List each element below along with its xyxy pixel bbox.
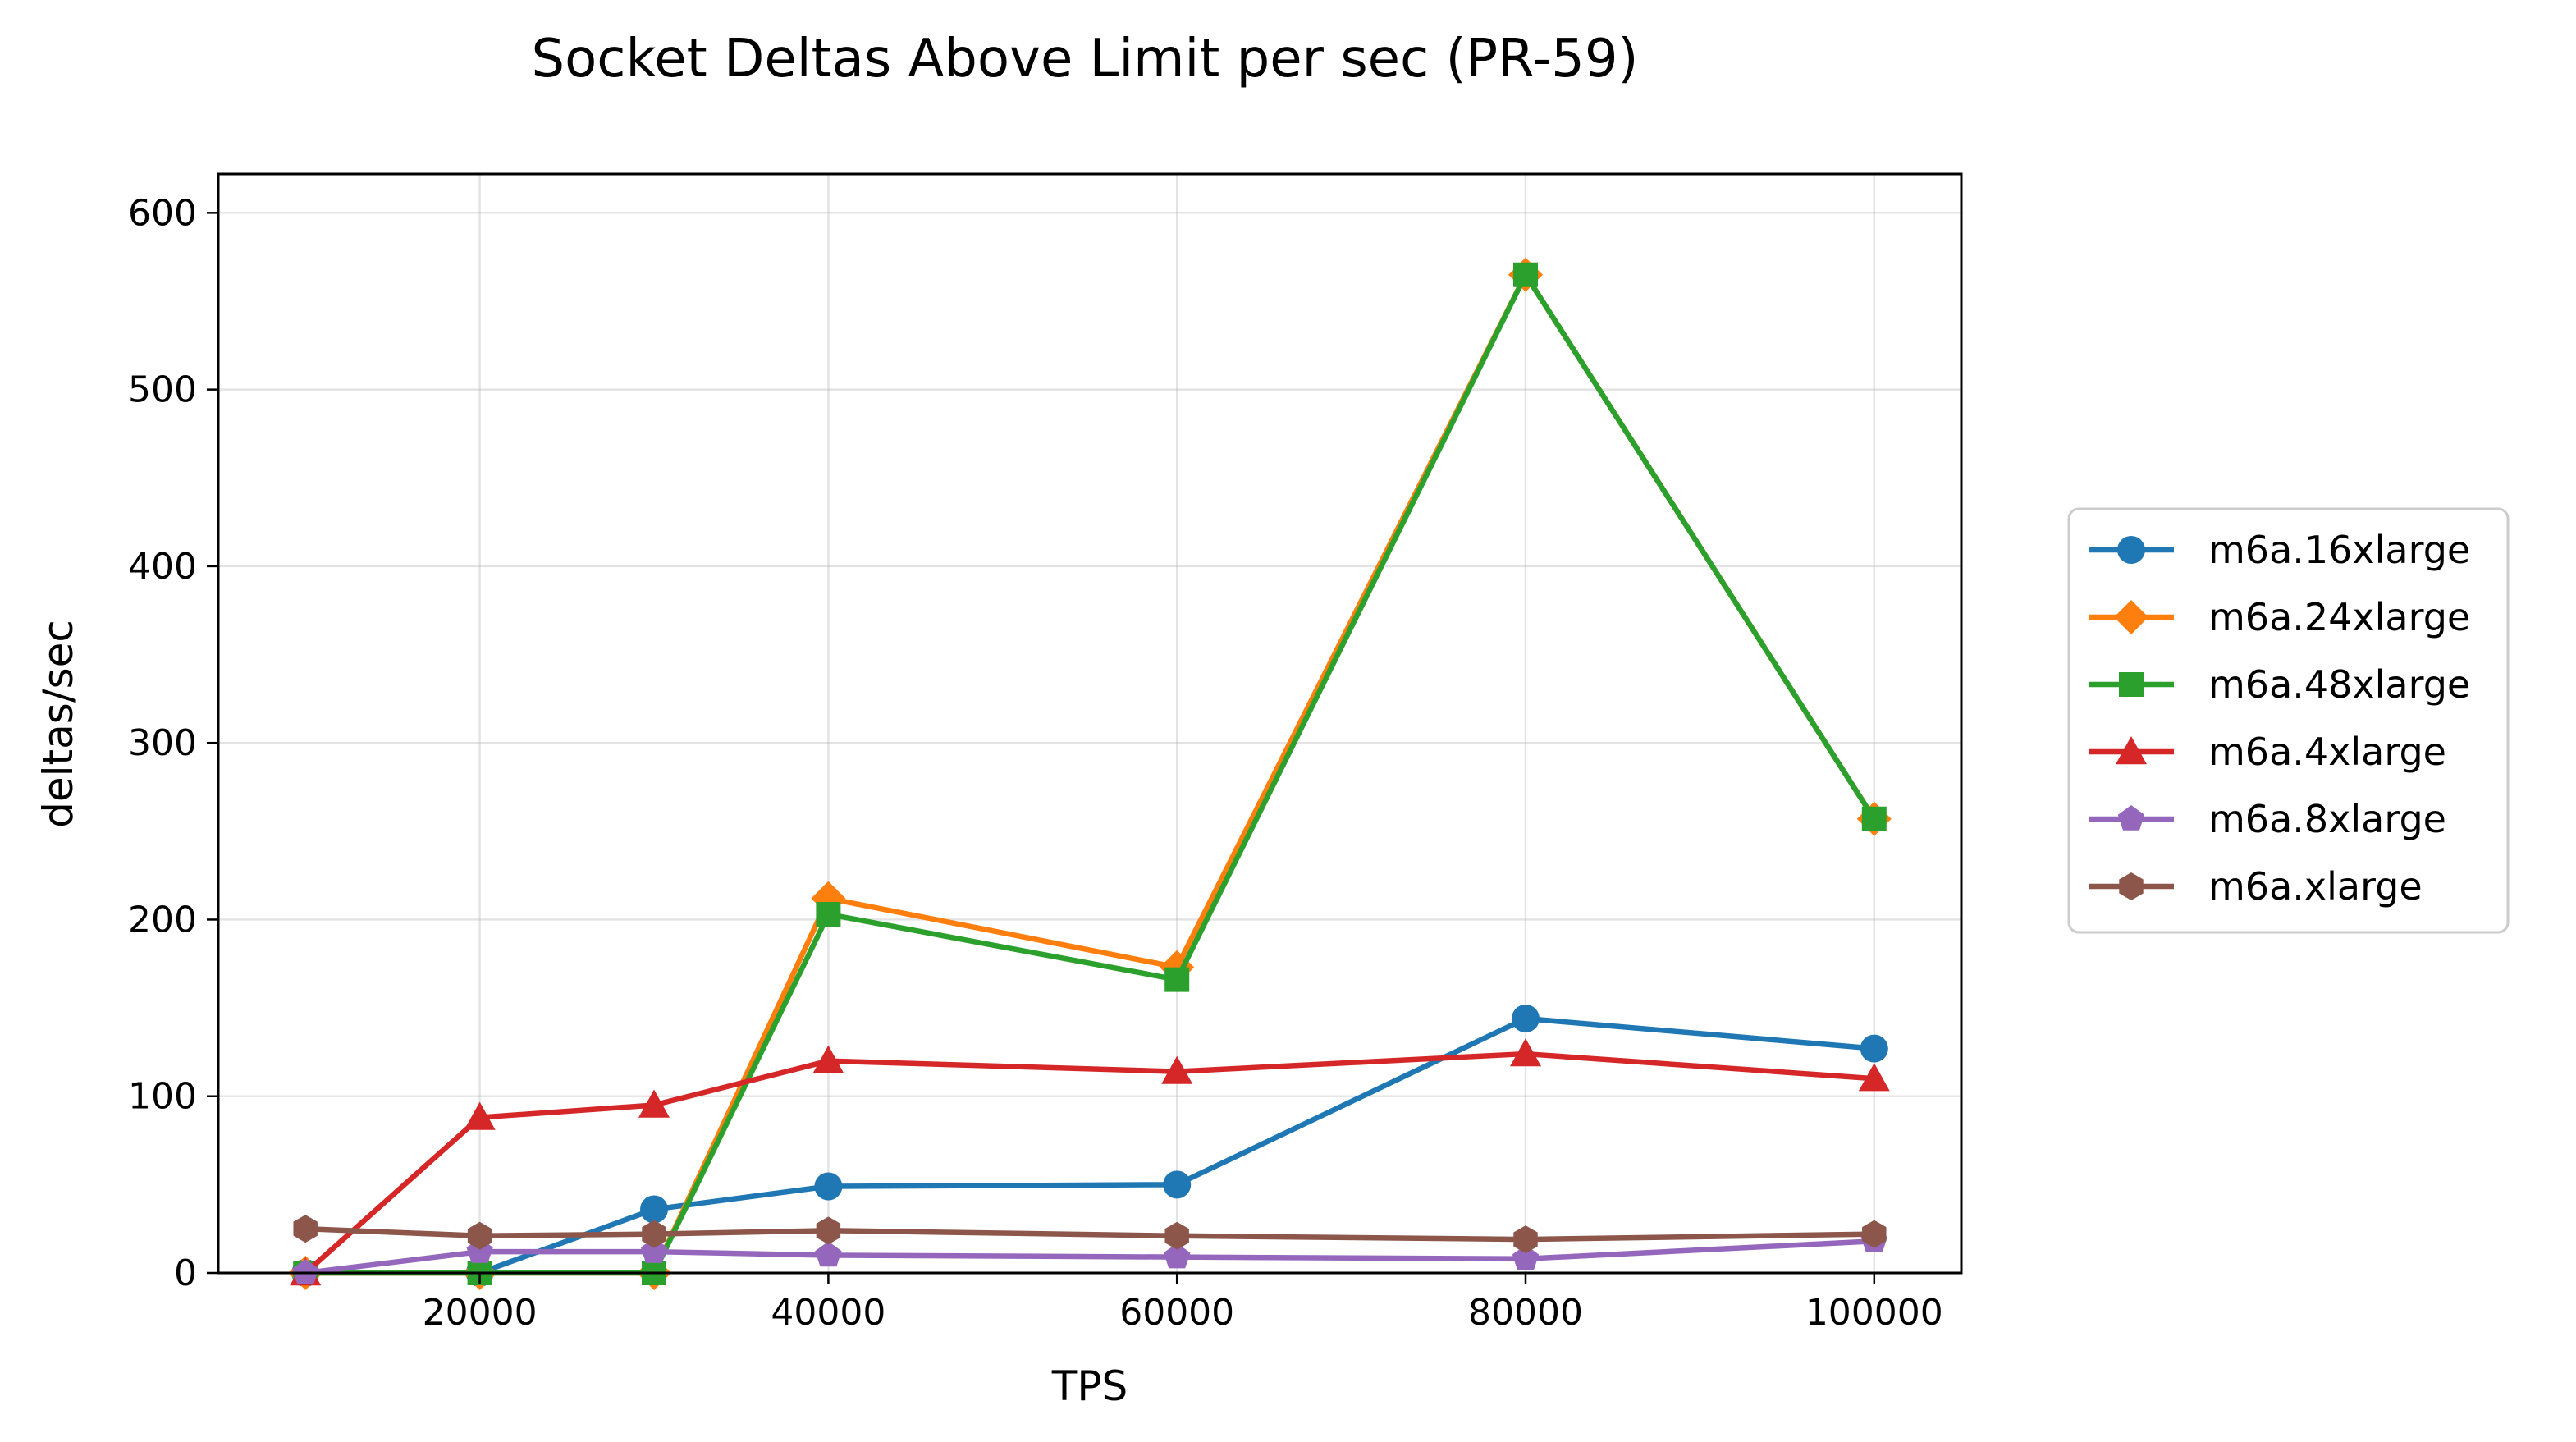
legend-item: m6a.8xlarge <box>2089 797 2446 841</box>
y-tick-label: 200 <box>128 899 197 941</box>
ticks: 20000 40000 60000 80000 100000 0 100 200 300 400 5… <box>128 192 1943 1334</box>
y-tick-label: 400 <box>128 546 197 588</box>
x-tick-label: 100000 <box>1805 1292 1943 1334</box>
legend-label: m6a.24xlarge <box>2208 595 2470 639</box>
legend-item: m6a.24xlarge <box>2089 595 2470 639</box>
series-m6a-4xlarge <box>290 1038 1890 1286</box>
data-point <box>1860 1034 1888 1063</box>
legend-label: m6a.4xlarge <box>2208 730 2446 774</box>
legend-label: m6a.xlarge <box>2208 864 2423 909</box>
y-tick-label: 300 <box>128 722 197 764</box>
data-point <box>638 1089 670 1118</box>
data-point <box>816 1216 841 1245</box>
data-point <box>1164 967 1190 992</box>
legend-item: m6a.48xlarge <box>2089 662 2470 707</box>
plot-frame <box>217 172 1963 1275</box>
y-tick-label: 600 <box>128 192 197 234</box>
data-point <box>293 1215 318 1243</box>
legend-marker <box>2117 805 2145 831</box>
data-point <box>1512 1244 1540 1270</box>
data-point <box>1513 262 1538 287</box>
grid <box>218 174 1961 1275</box>
data-point <box>1513 1225 1538 1254</box>
legend-item: m6a.xlarge <box>2089 864 2423 909</box>
data-point <box>815 1241 842 1267</box>
data-point <box>816 901 841 927</box>
data-point <box>1510 1038 1541 1067</box>
series-m6a-xlarge <box>293 1215 1887 1254</box>
legend-marker <box>2117 536 2145 564</box>
data-point <box>467 1221 492 1250</box>
legend-marker <box>2119 672 2144 697</box>
legend-marker <box>2119 872 2144 900</box>
legend-label: m6a.16xlarge <box>2208 528 2470 572</box>
legend-item: m6a.16xlarge <box>2089 528 2470 572</box>
data-point <box>1164 1243 1191 1269</box>
data-point <box>292 1259 319 1284</box>
data-point <box>1861 806 1887 831</box>
legend-box <box>2067 507 2510 934</box>
y-tick-label: 500 <box>128 369 197 411</box>
data-point <box>1163 1170 1192 1199</box>
legend-item: m6a.4xlarge <box>2089 730 2446 774</box>
data-point <box>814 1172 843 1201</box>
x-axis-label: TPS <box>1051 1362 1128 1410</box>
data-point <box>1862 1220 1887 1248</box>
legend-marker <box>2114 600 2148 634</box>
data-point <box>1858 1063 1890 1092</box>
legend-label: m6a.8xlarge <box>2208 797 2446 841</box>
data-point <box>642 1220 666 1248</box>
y-tick-label: 100 <box>128 1076 197 1118</box>
data-point <box>1161 1055 1193 1084</box>
x-tick-label: 80000 <box>1468 1292 1583 1334</box>
legend: m6a.16xlarge m6a.24xlarge m6a.48xlarge m6a.… <box>2067 507 2510 934</box>
data-point <box>464 1101 496 1130</box>
y-tick-label: 0 <box>174 1252 197 1294</box>
x-tick-label: 40000 <box>771 1292 885 1334</box>
data-point <box>1164 1221 1189 1250</box>
chart-title: Socket Deltas Above Limit per sec (PR-59… <box>532 29 1639 89</box>
legend-marker <box>2116 736 2147 765</box>
y-axis-label: deltas/sec <box>34 620 82 828</box>
legend-label: m6a.48xlarge <box>2208 662 2470 707</box>
data-point <box>640 1195 668 1224</box>
series-layer <box>288 257 1892 1290</box>
data-point <box>1512 1005 1540 1033</box>
data-point <box>812 1045 844 1073</box>
x-tick-label: 20000 <box>423 1292 538 1334</box>
x-tick-label: 60000 <box>1119 1292 1234 1334</box>
